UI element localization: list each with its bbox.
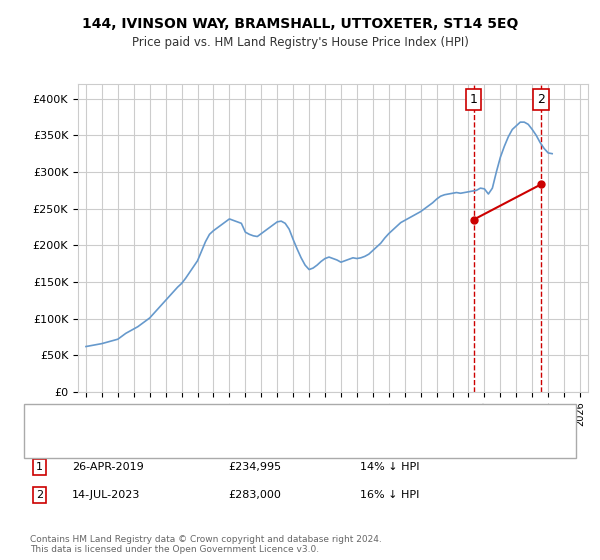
Text: £234,995: £234,995 [228, 462, 281, 472]
Text: 2: 2 [537, 93, 545, 106]
Text: 14-JUL-2023: 14-JUL-2023 [72, 490, 140, 500]
Text: 14% ↓ HPI: 14% ↓ HPI [360, 462, 419, 472]
Text: Price paid vs. HM Land Registry's House Price Index (HPI): Price paid vs. HM Land Registry's House … [131, 36, 469, 49]
Text: 144, IVINSON WAY, BRAMSHALL, UTTOXETER, ST14 5EQ: 144, IVINSON WAY, BRAMSHALL, UTTOXETER, … [82, 17, 518, 31]
Text: 1: 1 [470, 93, 478, 106]
Text: 26-APR-2019: 26-APR-2019 [72, 462, 144, 472]
Text: 16% ↓ HPI: 16% ↓ HPI [360, 490, 419, 500]
Text: 2: 2 [36, 490, 43, 500]
Text: 144, IVINSON WAY, BRAMSHALL, UTTOXETER, ST14 5EQ (detached house): 144, IVINSON WAY, BRAMSHALL, UTTOXETER, … [78, 415, 463, 425]
Text: 1: 1 [36, 462, 43, 472]
Text: HPI: Average price, detached house, East Staffordshire: HPI: Average price, detached house, East… [78, 432, 364, 442]
Text: Contains HM Land Registry data © Crown copyright and database right 2024.
This d: Contains HM Land Registry data © Crown c… [30, 535, 382, 554]
Text: £283,000: £283,000 [228, 490, 281, 500]
